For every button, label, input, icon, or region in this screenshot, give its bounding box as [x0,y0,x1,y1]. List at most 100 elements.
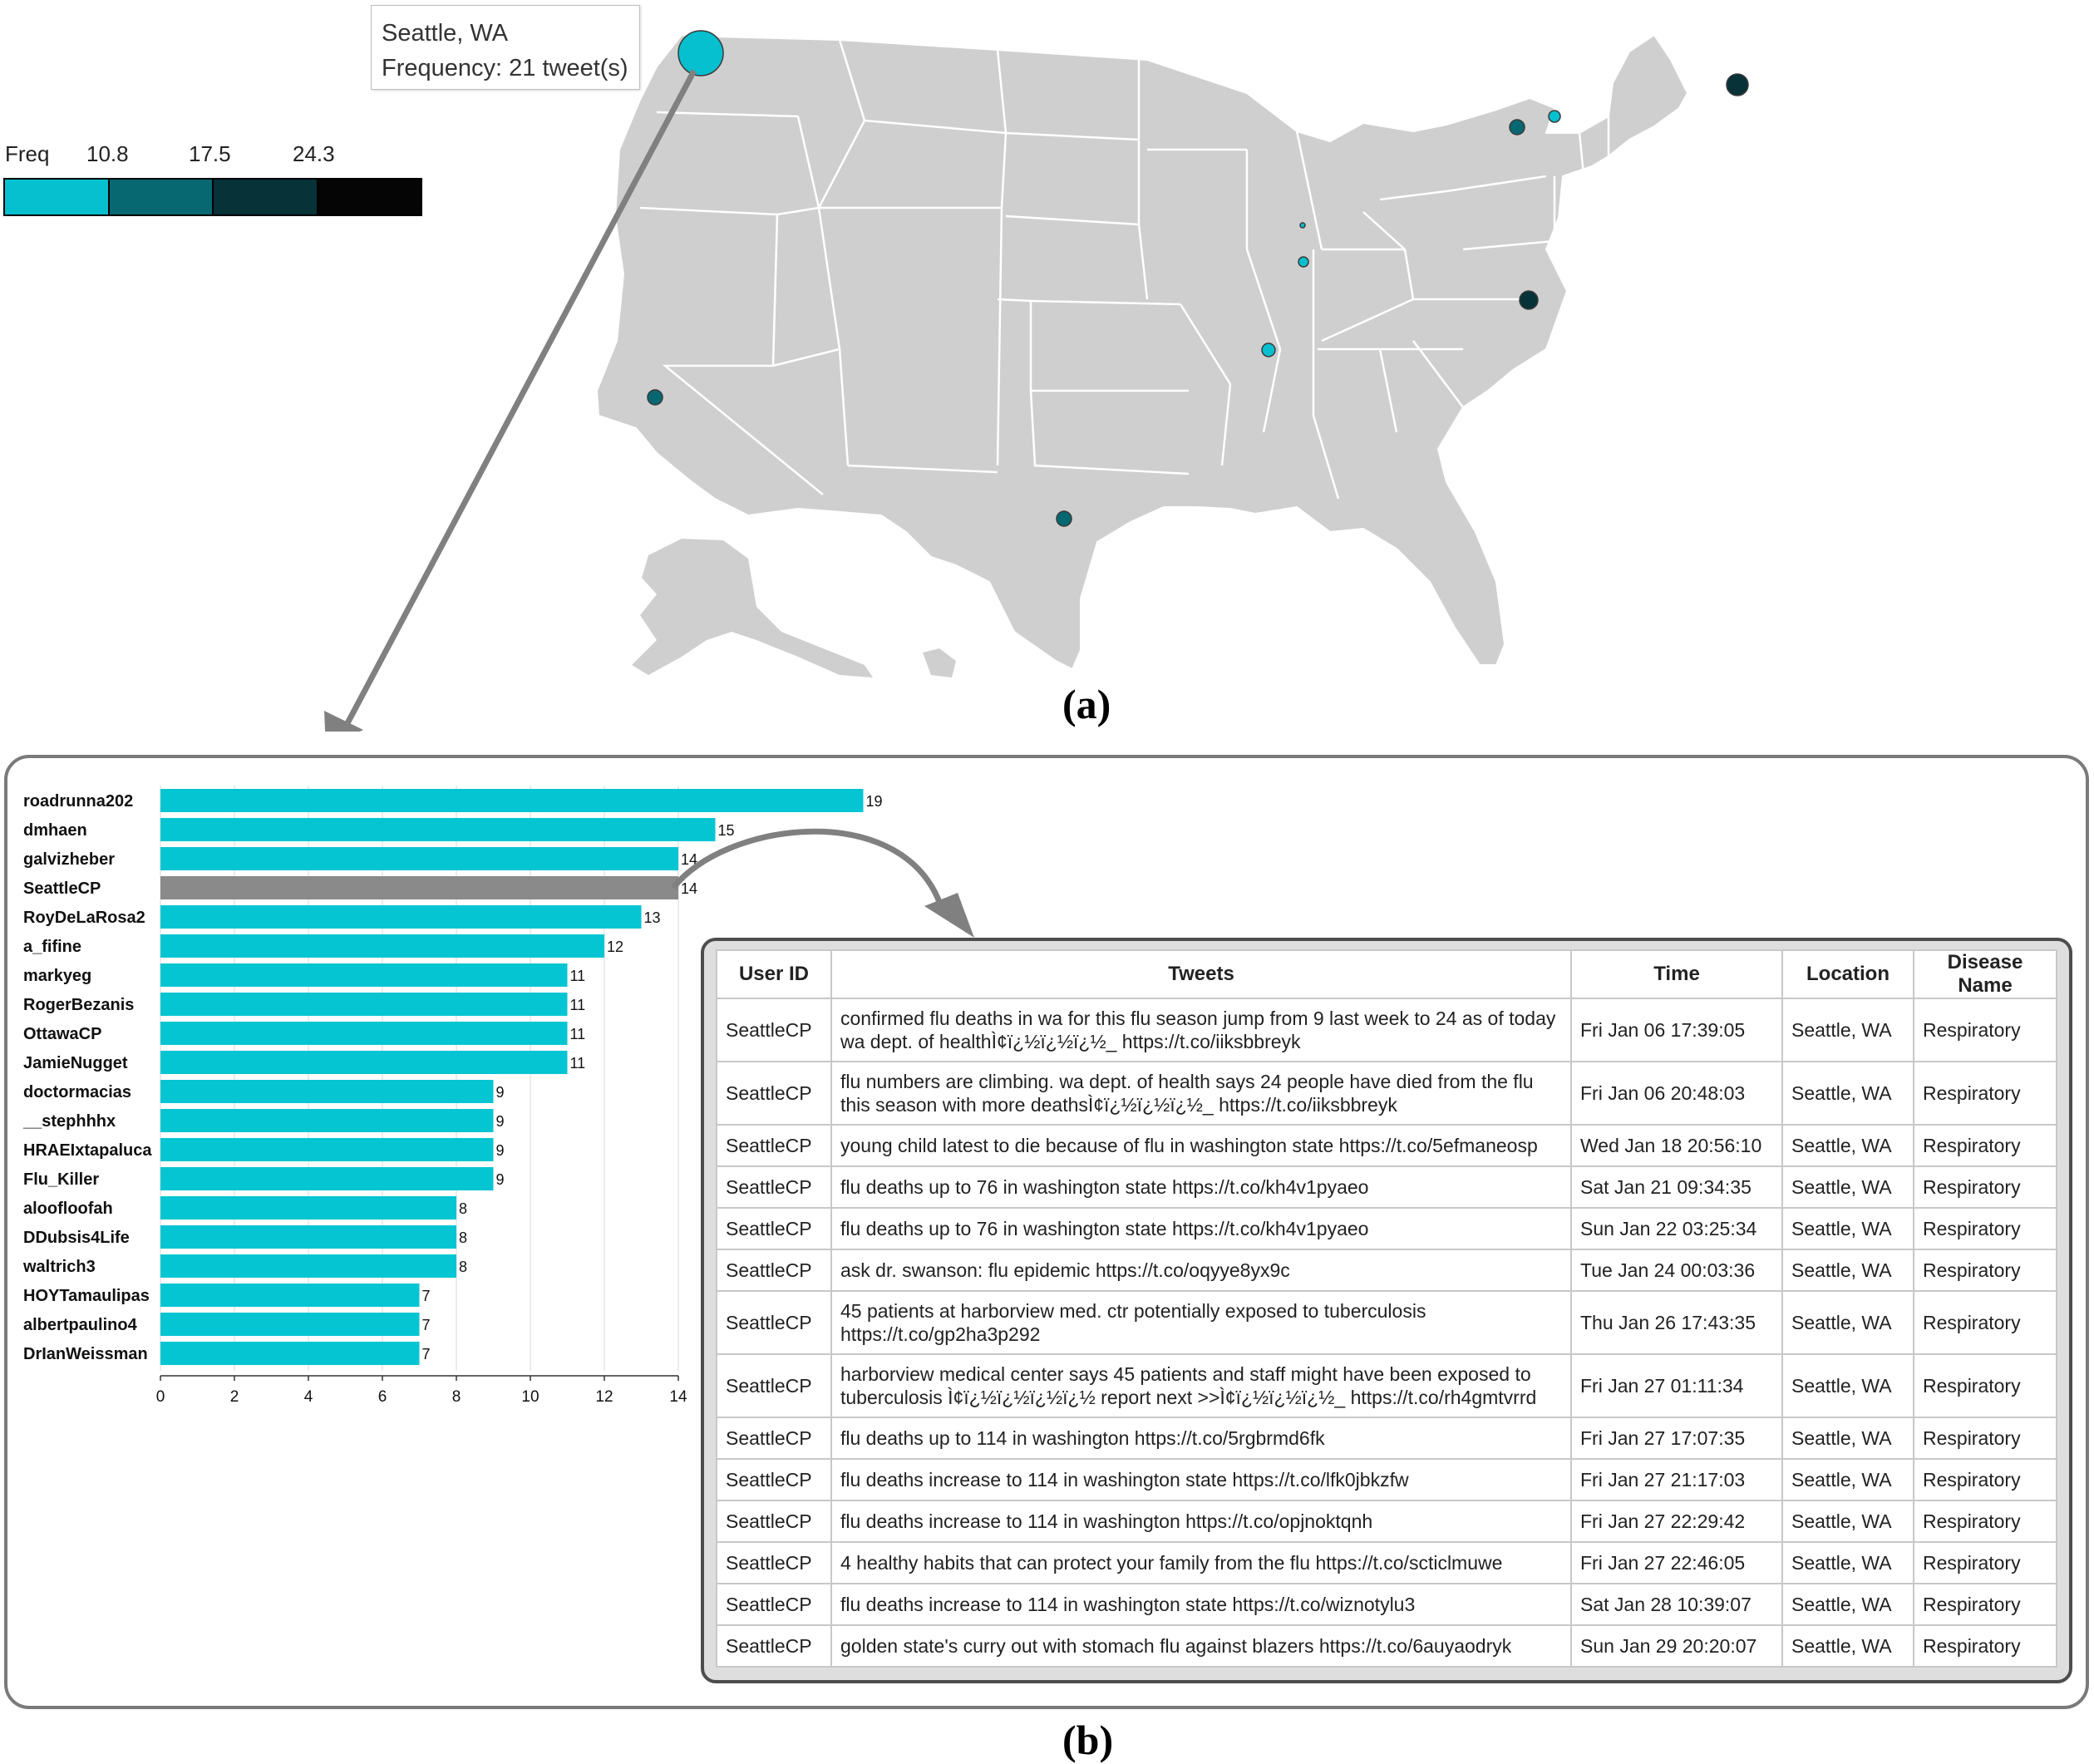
cell-location: Seattle, WA [1781,1353,1914,1418]
table-row[interactable]: SeattleCP 4 healthy habits that can prote… [716,1541,2057,1584]
table-row[interactable]: SeattleCP 45 patients at harborview med. … [716,1290,2057,1355]
cell-disease-name: Respiratory [1913,998,2057,1062]
cell-tweet: golden state's curry out with stomach fl… [830,1624,1572,1668]
leader-arrowhead [324,711,363,732]
cell-tweet: ask dr. swanson: flu epidemic https://t.… [830,1249,1572,1292]
map-marker[interactable] [1056,510,1072,527]
figure-label-b: (b) [1062,1717,1114,1763]
cell-user-id: SeattleCP [716,1541,832,1584]
table-row[interactable]: SeattleCP flu deaths increase to 114 in w… [716,1458,2057,1501]
header-location[interactable]: Location [1781,949,1914,999]
cell-time: Sat Jan 28 10:39:07 [1570,1583,1783,1626]
cell-time: Sat Jan 21 09:34:35 [1570,1165,1783,1209]
state-borders [639,39,1610,500]
legend-swatch [109,180,214,214]
cell-tweet: 45 patients at harborview med. ctr poten… [830,1290,1572,1355]
cell-tweet: flu numbers are climbing. wa dept. of he… [830,1061,1572,1126]
table-row[interactable]: SeattleCP ask dr. swanson: flu epidemic h… [716,1249,2057,1292]
map-marker[interactable] [1548,110,1561,123]
header-disease-name[interactable]: Disease Name [1913,949,2057,999]
cell-time: Fri Jan 06 17:39:05 [1570,998,1783,1062]
cell-user-id: SeattleCP [716,1290,832,1355]
cell-user-id: SeattleCP [716,1124,832,1167]
cell-user-id: SeattleCP [716,1249,832,1292]
leader-lines [324,69,697,732]
cell-time: Tue Jan 24 00:03:36 [1570,1249,1783,1292]
map-marker[interactable] [1509,119,1525,136]
map-marker[interactable] [1726,73,1749,96]
table-row[interactable]: SeattleCP golden state's curry out with s… [716,1624,2057,1668]
cell-location: Seattle, WA [1781,1165,1914,1209]
table-header-row: User ID Tweets Time Location Disease Nam… [716,949,2057,999]
cell-disease-name: Respiratory [1913,1207,2057,1250]
table-row[interactable]: SeattleCP harborview medical center says … [716,1353,2057,1418]
hawaii-shape [923,648,956,678]
cell-time: Sun Jan 22 03:25:34 [1570,1207,1783,1250]
figure-label-a: (a) [1062,681,1111,727]
tooltip-frequency: Frequency: 21 tweet(s) [382,55,628,81]
map-marker[interactable] [677,30,724,76]
map-marker[interactable] [1299,222,1306,229]
cell-tweet: flu deaths increase to 114 in washington… [830,1500,1572,1543]
cell-location: Seattle, WA [1781,1583,1914,1626]
map-marker[interactable] [1519,290,1539,310]
cell-tweet: flu deaths up to 76 in washington state … [830,1165,1572,1209]
tweets-table-panel: User ID Tweets Time Location Disease Nam… [701,938,2072,1683]
cell-user-id: SeattleCP [716,1624,832,1668]
table-row[interactable]: SeattleCP flu deaths increase to 114 in w… [716,1500,2057,1543]
cell-user-id: SeattleCP [716,1500,832,1543]
cell-tweet: flu deaths up to 76 in washington state … [830,1207,1572,1250]
table-row[interactable]: SeattleCP young child latest to die becau… [716,1124,2057,1167]
table-row[interactable]: SeattleCP flu numbers are climbing. wa de… [716,1061,2057,1126]
header-tweets[interactable]: Tweets [830,949,1572,999]
cell-user-id: SeattleCP [716,998,832,1062]
cell-user-id: SeattleCP [716,1583,832,1626]
marker-layer [647,30,1749,527]
cell-disease-name: Respiratory [1913,1624,2057,1668]
cell-user-id: SeattleCP [716,1417,832,1460]
legend-tick: 10.8 [86,141,129,166]
table-row[interactable]: SeattleCP flu deaths up to 114 in washing… [716,1417,2057,1460]
cell-time: Fri Jan 27 22:29:42 [1570,1500,1783,1543]
cell-location: Seattle, WA [1781,1290,1914,1355]
table-row[interactable]: SeattleCP flu deaths up to 76 in washingt… [716,1165,2057,1209]
cell-disease-name: Respiratory [1913,1165,2057,1209]
cell-disease-name: Respiratory [1913,1583,2057,1626]
cell-time: Fri Jan 06 20:48:03 [1570,1061,1783,1126]
legend-color-scale [3,178,422,216]
table-row[interactable]: SeattleCP flu deaths up to 76 in washingt… [716,1207,2057,1250]
cell-user-id: SeattleCP [716,1458,832,1501]
cell-time: Fri Jan 27 17:07:35 [1570,1417,1783,1460]
detail-panel [4,755,2089,1709]
header-time[interactable]: Time [1570,949,1783,999]
cell-location: Seattle, WA [1781,1417,1914,1460]
cell-disease-name: Respiratory [1913,1124,2057,1167]
tooltip-location: Seattle, WA [382,20,509,47]
map-marker[interactable] [1261,342,1276,357]
cell-tweet: flu deaths increase to 114 in washington… [830,1583,1572,1626]
cell-location: Seattle, WA [1781,1249,1914,1292]
cell-time: Fri Jan 27 01:11:34 [1570,1353,1783,1418]
cell-location: Seattle, WA [1781,998,1914,1062]
map-marker[interactable] [647,389,663,406]
table-row[interactable]: SeattleCP flu deaths increase to 114 in w… [716,1583,2057,1626]
us-map[interactable] [0,0,2094,732]
cell-location: Seattle, WA [1781,1624,1914,1668]
cell-tweet: flu deaths up to 114 in washington https… [830,1417,1572,1460]
cell-user-id: SeattleCP [716,1165,832,1209]
header-user-id[interactable]: User ID [716,949,832,999]
legend-swatch [5,180,110,214]
cell-user-id: SeattleCP [716,1061,832,1126]
cell-tweet: 4 healthy habits that can protect your f… [830,1541,1572,1584]
cell-location: Seattle, WA [1781,1500,1914,1543]
cell-disease-name: Respiratory [1913,1458,2057,1501]
cell-tweet: young child latest to die because of flu… [830,1124,1572,1167]
map-marker[interactable] [1298,256,1309,268]
table-row[interactable]: SeattleCP confirmed flu deaths in wa for … [716,998,2057,1062]
legend-swatch [318,180,421,214]
cell-disease-name: Respiratory [1913,1249,2057,1292]
legend-tick: 17.5 [189,141,231,166]
cell-time: Fri Jan 27 22:46:05 [1570,1541,1783,1584]
legend-title: Freq [5,141,50,166]
map-tooltip: Seattle, WA Frequency: 21 tweet(s) [371,5,640,90]
